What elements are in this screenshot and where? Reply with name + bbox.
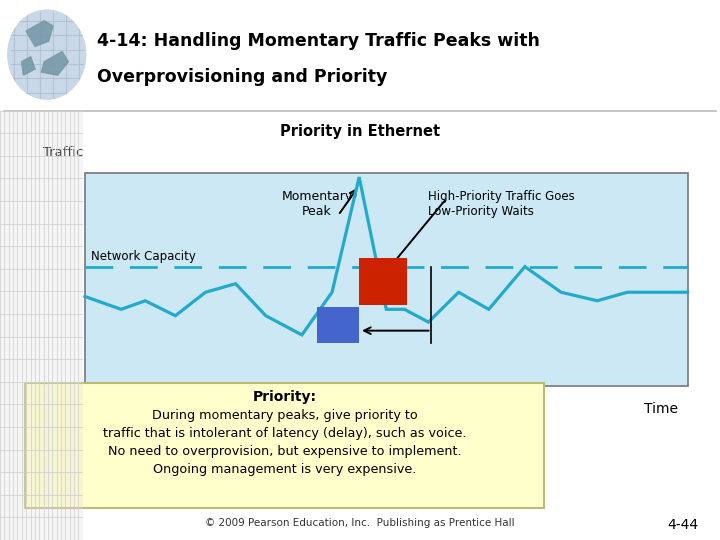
Text: 4-44: 4-44 [667, 518, 698, 532]
Text: High-Priority Traffic Goes
Low-Priority Waits: High-Priority Traffic Goes Low-Priority … [428, 190, 575, 218]
Text: 4-14: Handling Momentary Traffic Peaks with: 4-14: Handling Momentary Traffic Peaks w… [97, 32, 540, 50]
Text: Overprovisioning and Priority: Overprovisioning and Priority [97, 68, 387, 85]
Polygon shape [26, 21, 53, 46]
Circle shape [7, 10, 86, 100]
Bar [359, 258, 408, 305]
Text: Momentary
Peak: Momentary Peak [282, 190, 353, 218]
Bar [85, 173, 688, 386]
Text: Priority in Ethernet: Priority in Ethernet [280, 124, 440, 139]
Bar [25, 383, 544, 508]
Bar [317, 307, 359, 343]
Text: Traffic: Traffic [43, 146, 84, 159]
Text: Network Capacity: Network Capacity [91, 250, 196, 263]
Text: During momentary peaks, give priority to
traffic that is intolerant of latency (: During momentary peaks, give priority to… [103, 409, 466, 476]
Text: Priority:: Priority: [253, 390, 316, 404]
Polygon shape [22, 57, 35, 75]
Polygon shape [42, 51, 68, 75]
Text: Time: Time [644, 402, 678, 416]
Text: © 2009 Pearson Education, Inc.  Publishing as Prentice Hall: © 2009 Pearson Education, Inc. Publishin… [205, 518, 515, 528]
